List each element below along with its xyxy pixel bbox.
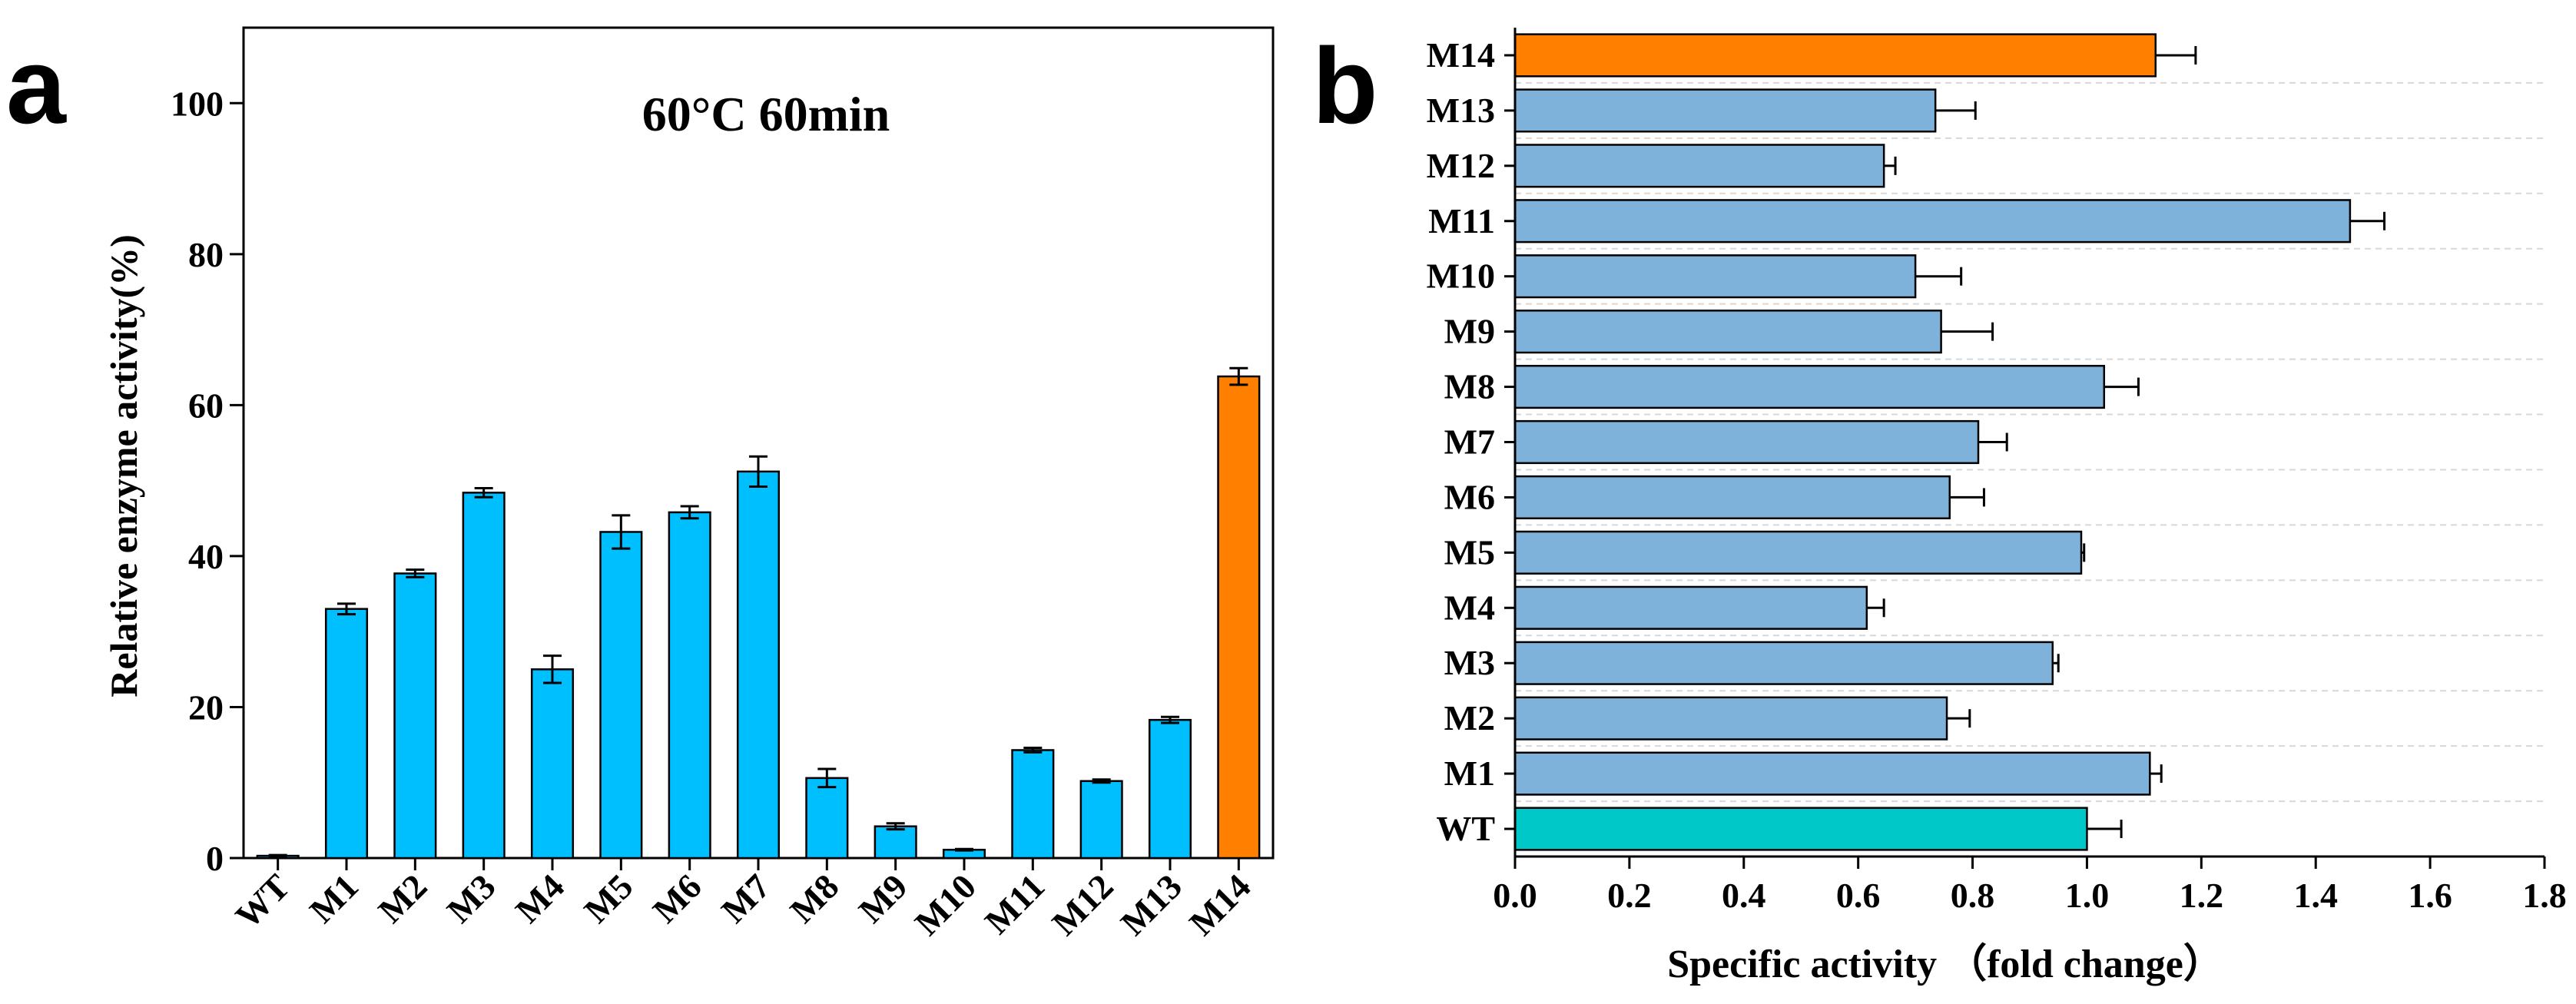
x-tick-label: M4	[508, 866, 572, 930]
x-tick-label: M2	[370, 866, 434, 930]
bar	[1513, 696, 1948, 741]
bar	[1513, 475, 1951, 520]
x-tick-label: WT	[227, 866, 297, 936]
chart-title: 60°C 60min	[642, 87, 890, 141]
x-tick-label: M9	[851, 866, 915, 930]
y-tick-label: M12	[1427, 146, 1495, 185]
x-tick-label: M6	[645, 866, 709, 930]
y-tick-label: M4	[1444, 588, 1495, 627]
x-tick-label: M8	[782, 866, 846, 930]
bar	[1513, 310, 1942, 354]
bar	[1513, 199, 2352, 244]
x-tick-label: 0.2	[1607, 876, 1652, 915]
x-tick-label: 0.0	[1493, 876, 1537, 915]
x-tick-label: 1.0	[2065, 876, 2110, 915]
bar	[1513, 419, 1980, 465]
panel-label: b	[1312, 25, 1378, 146]
x-tick-label: 0.6	[1836, 876, 1881, 915]
y-tick-label: M6	[1444, 477, 1495, 516]
x-tick-label: M3	[439, 866, 503, 930]
x-tick-label: M11	[977, 866, 1053, 942]
bar	[599, 531, 643, 860]
y-tick-label: 80	[188, 235, 224, 274]
bar	[1513, 807, 2088, 851]
bar	[1217, 375, 1261, 860]
bar	[1079, 780, 1123, 860]
x-tick-label: 0.8	[1951, 876, 1995, 915]
y-tick-label: M8	[1444, 367, 1495, 406]
x-tick-label: M14	[1182, 866, 1258, 943]
bar	[1513, 364, 2106, 409]
chart: a 0 20 40 60 80 100 60°C 60min Relative enzyme a…	[6, 25, 1275, 943]
x-tick-label: M13	[1113, 866, 1189, 943]
bar	[736, 470, 781, 860]
x-tick-label: 1.8	[2522, 876, 2567, 915]
x-tick-label: M1	[302, 866, 366, 930]
bar	[1513, 88, 1937, 133]
x-tick-label: 0.4	[1722, 876, 1766, 915]
bar	[1513, 530, 2083, 575]
y-tick-label: 100	[171, 84, 224, 123]
bar	[393, 572, 437, 860]
y-tick-label: M11	[1428, 201, 1495, 240]
bar	[462, 492, 506, 860]
x-tick-label: M12	[1044, 866, 1120, 943]
y-tick-label: M14	[1427, 35, 1495, 75]
y-tick-label: M2	[1444, 698, 1495, 737]
y-tick-label: M5	[1444, 532, 1495, 572]
x-axis-label: Specific activity （fold change）	[1667, 942, 2223, 986]
y-tick-label: WT	[1436, 809, 1495, 848]
x-tick-label: M5	[576, 866, 640, 930]
bar	[324, 608, 369, 860]
bar	[874, 825, 917, 860]
bar	[805, 777, 849, 860]
x-tick-label: M7	[714, 866, 777, 930]
panel-label: a	[6, 25, 67, 146]
x-tick-label: 1.6	[2408, 876, 2452, 915]
y-tick-label: M7	[1444, 422, 1495, 462]
chart: b 0.0 0.2 0.4 0.6 0.8 1.0 1.2 1.4 1.6 1.8 Specific …	[1312, 25, 2567, 986]
bar	[1513, 144, 1885, 188]
x-tick-label: 1.2	[2180, 876, 2224, 915]
y-tick-label: 0	[206, 839, 224, 878]
y-tick-label: 40	[188, 537, 224, 576]
y-tick-label: 20	[188, 688, 224, 727]
bar	[668, 511, 711, 860]
y-tick-label: 60	[188, 386, 224, 425]
bar	[530, 668, 575, 860]
y-tick-label: M9	[1444, 312, 1495, 351]
bar	[1011, 749, 1055, 860]
bar	[1513, 585, 1868, 630]
bar	[1148, 718, 1192, 860]
bar	[1513, 254, 1917, 299]
y-tick-label: M3	[1444, 643, 1495, 682]
x-tick-label: 1.4	[2293, 876, 2338, 915]
y-axis-label: Relative enzyme activity(%)	[102, 234, 145, 697]
bar	[1513, 751, 2151, 796]
bar	[1513, 33, 2157, 78]
y-tick-label: M1	[1444, 754, 1495, 793]
x-tick-label: M10	[907, 866, 983, 943]
y-tick-label: M10	[1427, 257, 1495, 296]
y-tick-label: M13	[1427, 91, 1495, 130]
bar	[1513, 641, 2054, 685]
